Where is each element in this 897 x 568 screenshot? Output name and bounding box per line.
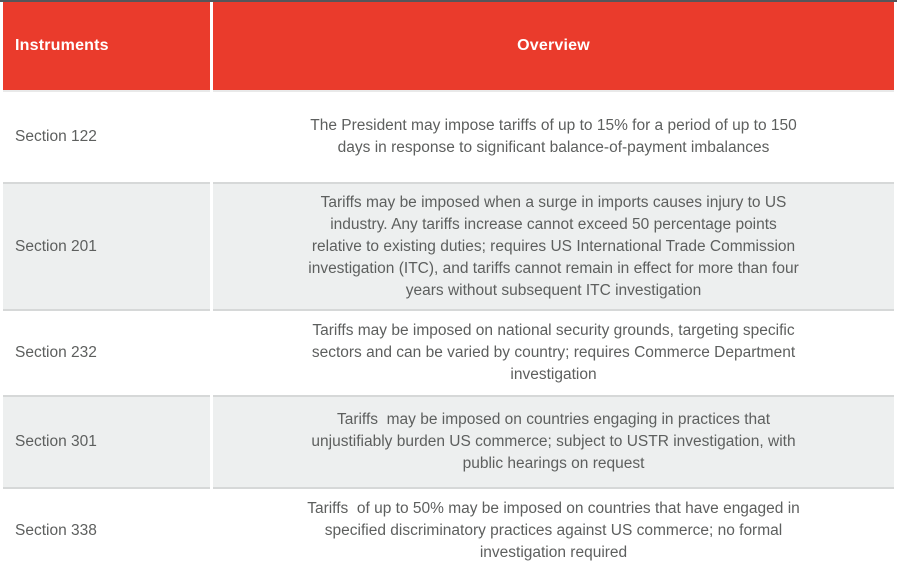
overview-cell: Tariffs may be imposed on countries enga… <box>213 397 894 489</box>
header-row: Instruments Overview <box>3 2 894 92</box>
overview-cell: Tariffs may be imposed when a surge in i… <box>213 184 894 311</box>
instrument-cell: Section 301 <box>3 397 210 489</box>
column-header-overview: Overview <box>213 2 894 92</box>
instrument-cell: Section 338 <box>3 489 210 568</box>
table-row-section-122: Section 122 The President may impose tar… <box>3 92 894 184</box>
column-header-instruments: Instruments <box>3 2 210 92</box>
table-row-section-301: Section 301 Tariffs may be imposed on co… <box>3 397 894 489</box>
overview-cell: Tariffs may be imposed on national secur… <box>213 311 894 397</box>
table-row-section-201: Section 201 Tariffs may be imposed when … <box>3 184 894 311</box>
instrument-cell: Section 122 <box>3 92 210 184</box>
table-row-section-232: Section 232 Tariffs may be imposed on na… <box>3 311 894 397</box>
overview-cell: The President may impose tariffs of up t… <box>213 92 894 184</box>
overview-cell: Tariffs of up to 50% may be imposed on c… <box>213 489 894 568</box>
instrument-cell: Section 232 <box>3 311 210 397</box>
table-row-section-338: Section 338 Tariffs of up to 50% may be … <box>3 489 894 568</box>
instrument-cell: Section 201 <box>3 184 210 311</box>
